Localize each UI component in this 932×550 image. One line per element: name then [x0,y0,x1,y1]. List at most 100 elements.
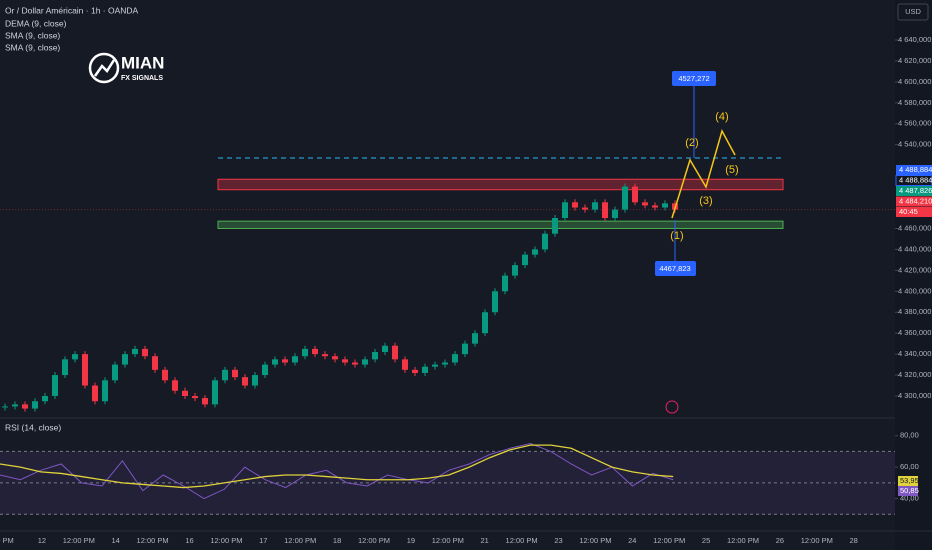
x-tick-label: 23 [554,536,562,545]
x-tick-label: 12:00 PM [727,536,759,545]
candle [82,354,88,386]
wave-label: (2) [685,137,698,149]
y-tick-label: 4 380,000 [898,307,931,316]
y-tick-label: 4 600,000 [898,77,931,86]
symbol: Or / Dollar Américain · 1h · OANDA [5,5,139,15]
indicator: SMA (9, close) [5,42,60,52]
candle [292,356,298,363]
price-badge [896,207,932,217]
y-tick-label: 4 460,000 [898,223,931,232]
y-tick-label: 4 620,000 [898,56,931,65]
target-label: 4527,272 [678,74,709,83]
candle [312,348,318,355]
x-tick-label: 14 [112,536,120,545]
y-tick-label: 4 440,000 [898,244,931,253]
candle [42,396,48,402]
y-tick-label: 4 540,000 [898,140,931,149]
x-tick-label: 12:00 PM [284,536,316,545]
candle [192,396,198,399]
candle [612,209,618,218]
x-tick-label: 12:00 PM [432,536,464,545]
y-tick-label: 40,00 [900,494,919,503]
rsi-badge [898,476,918,486]
y-tick-label: 80,00 [900,431,919,440]
candle [542,233,548,250]
candle [102,380,108,402]
candle [652,205,658,208]
price-axis-bg [895,0,932,550]
event-icon[interactable] [665,400,679,414]
currency-button[interactable] [897,3,929,21]
candle [642,202,648,206]
x-tick-label: 12:00 PM [579,536,611,545]
candle [182,390,188,396]
x-tick-label: 16 [185,536,193,545]
logo-name: MIAN [121,53,164,72]
x-tick-label: 12:00 PM [210,536,242,545]
x-tick-label: 18 [333,536,341,545]
y-tick-label: 4 320,000 [898,370,931,379]
wave-path [671,129,736,219]
price-badge [895,175,932,186]
price-badge [896,165,932,175]
price-badge-label: 4 488,884 [899,175,932,184]
candle [322,354,328,357]
logo-icon [88,52,120,84]
price-badge-label: 4 488,884 [899,165,932,174]
candle [272,359,278,365]
price-badge-label: 4 487,826 [899,186,932,195]
candle [462,343,468,355]
candle [392,345,398,360]
candle [132,348,138,355]
candle [522,254,528,266]
candle [32,401,38,409]
currency[interactable]: USD [905,7,921,16]
candle [352,362,358,365]
candle [302,348,308,357]
candle [12,404,18,407]
candle [232,369,238,378]
x-tick-label: 19 [407,536,415,545]
logo-tagline: FX SIGNALS [121,75,163,82]
candle [472,333,478,344]
candle [282,359,288,363]
candle [512,265,518,276]
y-tick-label: 4 420,000 [898,265,931,274]
rsi-title: RSI (14, close) [5,422,61,432]
candle [172,380,178,391]
candle [142,348,148,357]
y-tick-label: 4 400,000 [898,286,931,295]
price-badge-label: 4 484,210 [899,196,932,205]
candle [482,312,488,334]
rsi-badge [898,486,918,496]
support-zone [217,220,784,229]
x-tick-label: 12:00 PM [63,536,95,545]
rsi-line [0,444,674,489]
candle [252,375,258,386]
candle [52,375,58,396]
candle [532,249,538,255]
candle [22,404,28,409]
candle [62,359,68,376]
candle [592,202,598,210]
candle [632,186,638,203]
candle [2,406,8,408]
candle [262,364,268,376]
rsi-badge-label: 53,95 [900,476,919,485]
wave-label: (5) [725,164,738,176]
x-tick-label: 17 [259,536,267,545]
x-tick-label: 12:00 PM [653,536,685,545]
indicator: SMA (9, close) [5,30,60,40]
target-badge [672,71,716,86]
y-tick-label: 4 300,000 [898,391,931,400]
candle [72,354,78,360]
candle [492,291,498,313]
candle [422,366,428,373]
candle [442,362,448,365]
support-label: 4467,823 [659,264,690,273]
candle [112,364,118,381]
x-tick-label: 0 PM [0,536,14,545]
candle [552,218,558,234]
x-tick-label: 12:00 PM [506,536,538,545]
